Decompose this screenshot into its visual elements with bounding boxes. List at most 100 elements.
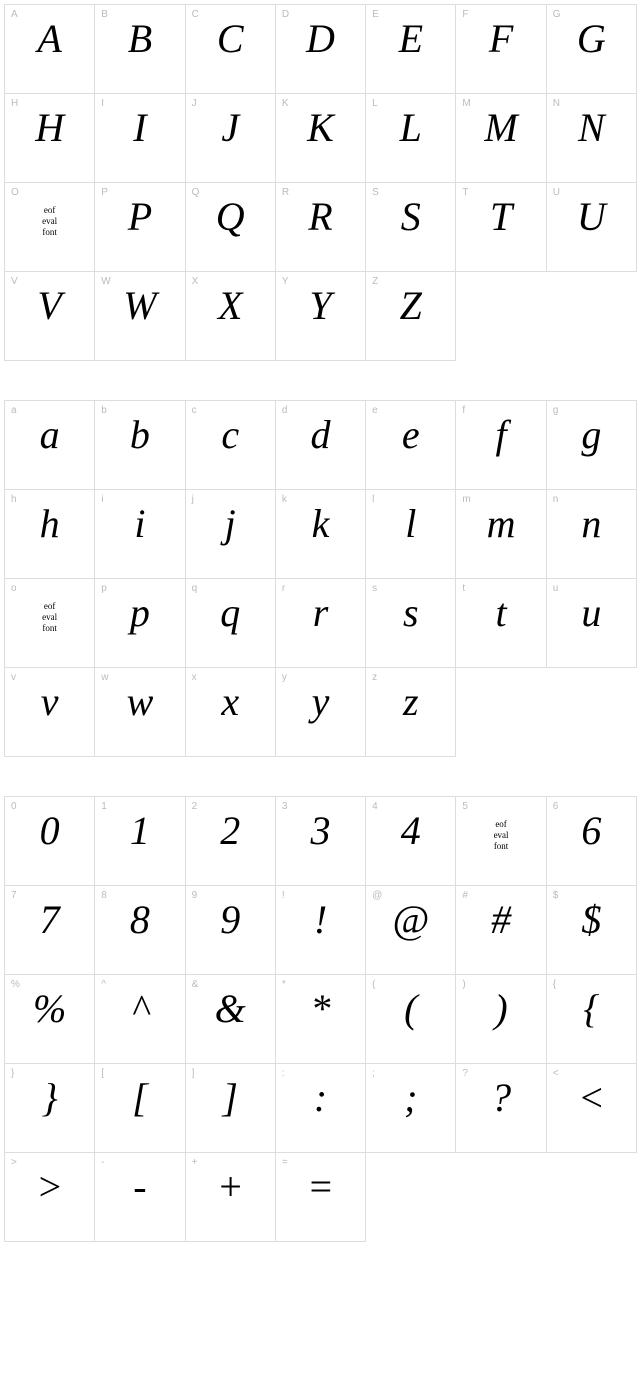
glyph-cell: 5 eof eval font — [455, 796, 546, 886]
glyph-character: t — [456, 593, 545, 633]
glyph-cell: nn — [546, 489, 637, 579]
glyph-cell: TT — [455, 182, 546, 272]
glyph-character: 1 — [95, 811, 184, 851]
glyph-character: 0 — [5, 811, 94, 851]
glyph-cell: 88 — [94, 885, 185, 975]
glyph-character: g — [547, 415, 636, 455]
glyph-cell: vv — [4, 667, 95, 757]
glyph-cell: uu — [546, 578, 637, 668]
glyph-cell: ]] — [185, 1063, 276, 1153]
glyph-cell: yy — [275, 667, 366, 757]
glyph-cell: WW — [94, 271, 185, 361]
glyph-cell: == — [275, 1152, 366, 1242]
glyph-cell: !! — [275, 885, 366, 975]
glyph-cell: {{ — [546, 974, 637, 1064]
glyph-character: L — [366, 108, 455, 148]
glyph-cell: ^^ — [94, 974, 185, 1064]
glyph-cell: 11 — [94, 796, 185, 886]
glyph-cell: zz — [365, 667, 456, 757]
glyph-cell: VV — [4, 271, 95, 361]
glyph-character: C — [186, 19, 275, 59]
glyph-character: S — [366, 197, 455, 237]
glyph-cell: UU — [546, 182, 637, 272]
glyph-cell: $$ — [546, 885, 637, 975]
glyph-character: h — [5, 504, 94, 544]
glyph-character: q — [186, 593, 275, 633]
glyph-label: 5 — [462, 801, 468, 812]
glyph-cell: Oeof eval font — [4, 182, 95, 272]
glyph-character: s — [366, 593, 455, 633]
glyph-character: 4 — [366, 811, 455, 851]
glyph-cell: BB — [94, 4, 185, 94]
glyph-character: ^ — [95, 989, 184, 1029]
glyph-character: Z — [366, 286, 455, 326]
glyph-cell: 00 — [4, 796, 95, 886]
glyph-cell: oeof eval font — [4, 578, 95, 668]
glyph-character: + — [186, 1167, 275, 1207]
glyph-character: B — [95, 19, 184, 59]
glyph-cell: ZZ — [365, 271, 456, 361]
glyph-cell: YY — [275, 271, 366, 361]
glyph-character: G — [547, 19, 636, 59]
glyph-label: O — [11, 187, 19, 198]
glyph-character: Q — [186, 197, 275, 237]
glyph-cell: 44 — [365, 796, 456, 886]
glyph-cell: xx — [185, 667, 276, 757]
glyph-character: 7 — [5, 900, 94, 940]
glyph-character: l — [366, 504, 455, 544]
glyph-character: e — [366, 415, 455, 455]
glyph-character: ; — [366, 1078, 455, 1118]
glyph-cell: 66 — [546, 796, 637, 886]
glyph-character: z — [366, 682, 455, 722]
glyph-character: a — [5, 415, 94, 455]
glyph-character: - — [95, 1167, 184, 1207]
glyph-grid: 00112233445eof eval font66778899!!@@##$$… — [4, 796, 636, 1241]
glyph-label: o — [11, 583, 17, 594]
glyph-character: D — [276, 19, 365, 59]
glyph-cell: [[ — [94, 1063, 185, 1153]
glyph-cell: && — [185, 974, 276, 1064]
glyph-cell: ** — [275, 974, 366, 1064]
glyph-character: $ — [547, 900, 636, 940]
glyph-cell: hh — [4, 489, 95, 579]
glyph-character: ? — [456, 1078, 545, 1118]
glyph-cell: AA — [4, 4, 95, 94]
glyph-cell: tt — [455, 578, 546, 668]
glyph-cell: pp — [94, 578, 185, 668]
glyph-cell: ++ — [185, 1152, 276, 1242]
glyph-character: X — [186, 286, 275, 326]
glyph-cell: aa — [4, 400, 95, 490]
glyph-character: J — [186, 108, 275, 148]
glyph-cell: II — [94, 93, 185, 183]
glyph-cell: %% — [4, 974, 95, 1064]
glyph-cell: jj — [185, 489, 276, 579]
glyph-cell: XX — [185, 271, 276, 361]
glyph-character: E — [366, 19, 455, 59]
glyph-character: d — [276, 415, 365, 455]
glyph-cell: 22 — [185, 796, 276, 886]
glyph-character: ( — [366, 989, 455, 1029]
glyph-character: U — [547, 197, 636, 237]
glyph-cell: FF — [455, 4, 546, 94]
glyph-cell: ss — [365, 578, 456, 668]
glyph-cell: ?? — [455, 1063, 546, 1153]
eval-font-placeholder: eof eval font — [456, 819, 545, 851]
section-numbers-symbols: 00112233445eof eval font66778899!!@@##$$… — [4, 796, 636, 1241]
glyph-cell: >> — [4, 1152, 95, 1242]
glyph-character: & — [186, 989, 275, 1029]
glyph-cell: rr — [275, 578, 366, 668]
glyph-cell: MM — [455, 93, 546, 183]
glyph-cell: ee — [365, 400, 456, 490]
glyph-character: N — [547, 108, 636, 148]
glyph-cell: KK — [275, 93, 366, 183]
glyph-character: [ — [95, 1078, 184, 1118]
glyph-cell: EE — [365, 4, 456, 94]
glyph-character: p — [95, 593, 184, 633]
glyph-character: : — [276, 1078, 365, 1118]
glyph-character: F — [456, 19, 545, 59]
glyph-cell: @@ — [365, 885, 456, 975]
glyph-character: % — [5, 989, 94, 1029]
glyph-character: u — [547, 593, 636, 633]
glyph-character: # — [456, 900, 545, 940]
glyph-character: W — [95, 286, 184, 326]
